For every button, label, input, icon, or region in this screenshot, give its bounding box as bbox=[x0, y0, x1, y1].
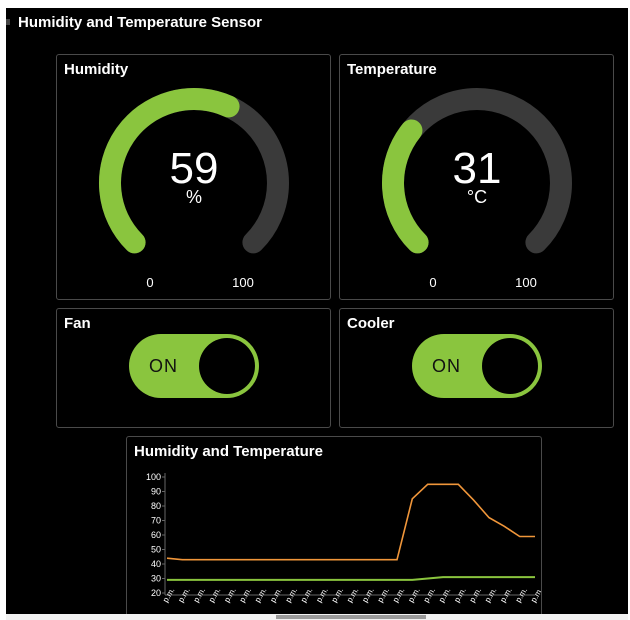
humidity-series-line bbox=[167, 576, 535, 581]
temperature-gauge bbox=[382, 88, 572, 254]
chart-card: Humidity and Temperature 100 90 80 70 60 50 40… bbox=[126, 436, 542, 614]
cooler-toggle-state: ON bbox=[432, 356, 461, 376]
y-tick-label: 20 bbox=[151, 588, 161, 598]
humidity-card: Humidity 59 % 0 100 bbox=[56, 54, 331, 300]
y-tick-label: 60 bbox=[151, 530, 161, 540]
y-tick-label: 80 bbox=[151, 501, 161, 511]
temperature-card: Temperature 31 °C 0 100 bbox=[339, 54, 614, 300]
temperature-gauge-fill bbox=[382, 119, 429, 254]
temperature-min: 0 bbox=[429, 275, 437, 290]
y-tick-label: 40 bbox=[151, 559, 161, 569]
humidity-value: 59 bbox=[169, 144, 219, 193]
fan-toggle-knob bbox=[199, 338, 255, 394]
chart-title: Humidity and Temperature bbox=[134, 443, 323, 460]
fan-card: Fan ON bbox=[56, 308, 331, 428]
y-tick-label: 70 bbox=[151, 516, 161, 526]
scrollbar-thumb[interactable] bbox=[276, 615, 426, 619]
humidity-title: Humidity bbox=[64, 61, 129, 78]
temperature-value: 31 bbox=[452, 144, 502, 193]
y-tick-label: 90 bbox=[151, 487, 161, 497]
temperature-title: Temperature bbox=[347, 61, 437, 78]
humidity-gauge bbox=[99, 88, 289, 254]
fan-toggle-switch[interactable]: ON bbox=[129, 334, 259, 398]
y-tick-label: 100 bbox=[146, 472, 161, 482]
temperature-unit: °C bbox=[466, 187, 488, 207]
group-collapse-marker[interactable] bbox=[6, 19, 10, 25]
humidity-min: 0 bbox=[146, 275, 154, 290]
humidity-max: 100 bbox=[232, 275, 254, 290]
humidity-unit: % bbox=[185, 187, 202, 207]
temperature-series-line bbox=[166, 483, 535, 561]
y-tick-label: 30 bbox=[151, 574, 161, 584]
cooler-toggle-knob bbox=[482, 338, 538, 394]
x-tick-label: p.m. bbox=[529, 586, 541, 604]
y-tick-label: 50 bbox=[151, 545, 161, 555]
cooler-card: Cooler ON bbox=[339, 308, 614, 428]
cooler-toggle-switch[interactable]: ON bbox=[412, 334, 542, 398]
fan-title: Fan bbox=[64, 315, 91, 332]
dashboard-title: Humidity and Temperature Sensor bbox=[18, 14, 262, 31]
cooler-title: Cooler bbox=[347, 315, 395, 332]
temperature-max: 100 bbox=[515, 275, 537, 290]
horizontal-scrollbar[interactable] bbox=[6, 614, 628, 620]
humidity-gauge-fill bbox=[99, 88, 240, 254]
fan-toggle-state: ON bbox=[149, 356, 178, 376]
